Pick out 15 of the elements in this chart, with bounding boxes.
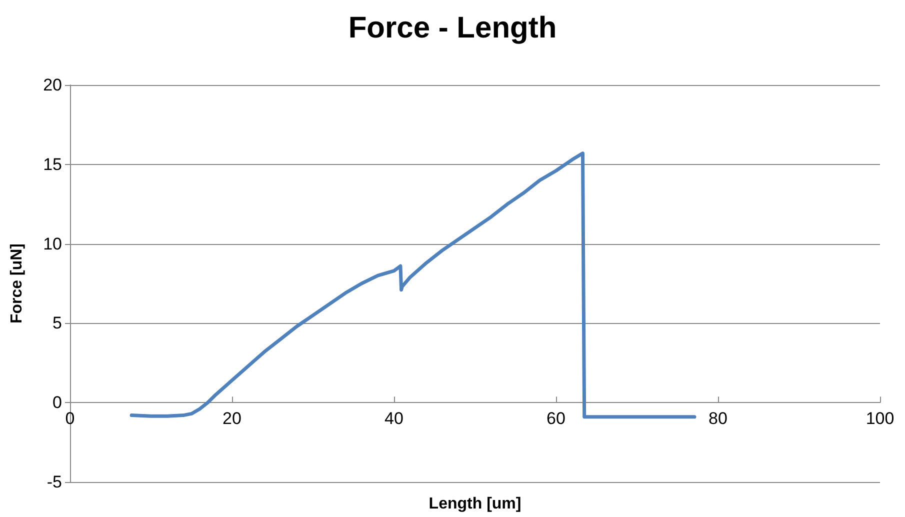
y-tick-label: 15	[43, 154, 62, 174]
y-tick-label: 10	[43, 234, 62, 254]
x-tick-label: 100	[866, 409, 894, 428]
x-axis-title: Length [um]	[428, 496, 522, 512]
y-tick-label: 20	[43, 76, 62, 94]
x-tick-label: 20	[222, 409, 242, 428]
x-tick-label: 80	[708, 409, 728, 428]
y-tick-label: 5	[52, 314, 62, 333]
x-tick-label: 0	[65, 409, 75, 428]
x-tick-label: 40	[384, 409, 404, 428]
chart-title: Force - Length	[348, 12, 557, 44]
y-tick-label: -5	[46, 472, 62, 492]
x-tick-label: 60	[546, 409, 566, 428]
y-axis-title: Force [uN]	[8, 244, 26, 324]
y-tick-label: 0	[52, 393, 62, 412]
